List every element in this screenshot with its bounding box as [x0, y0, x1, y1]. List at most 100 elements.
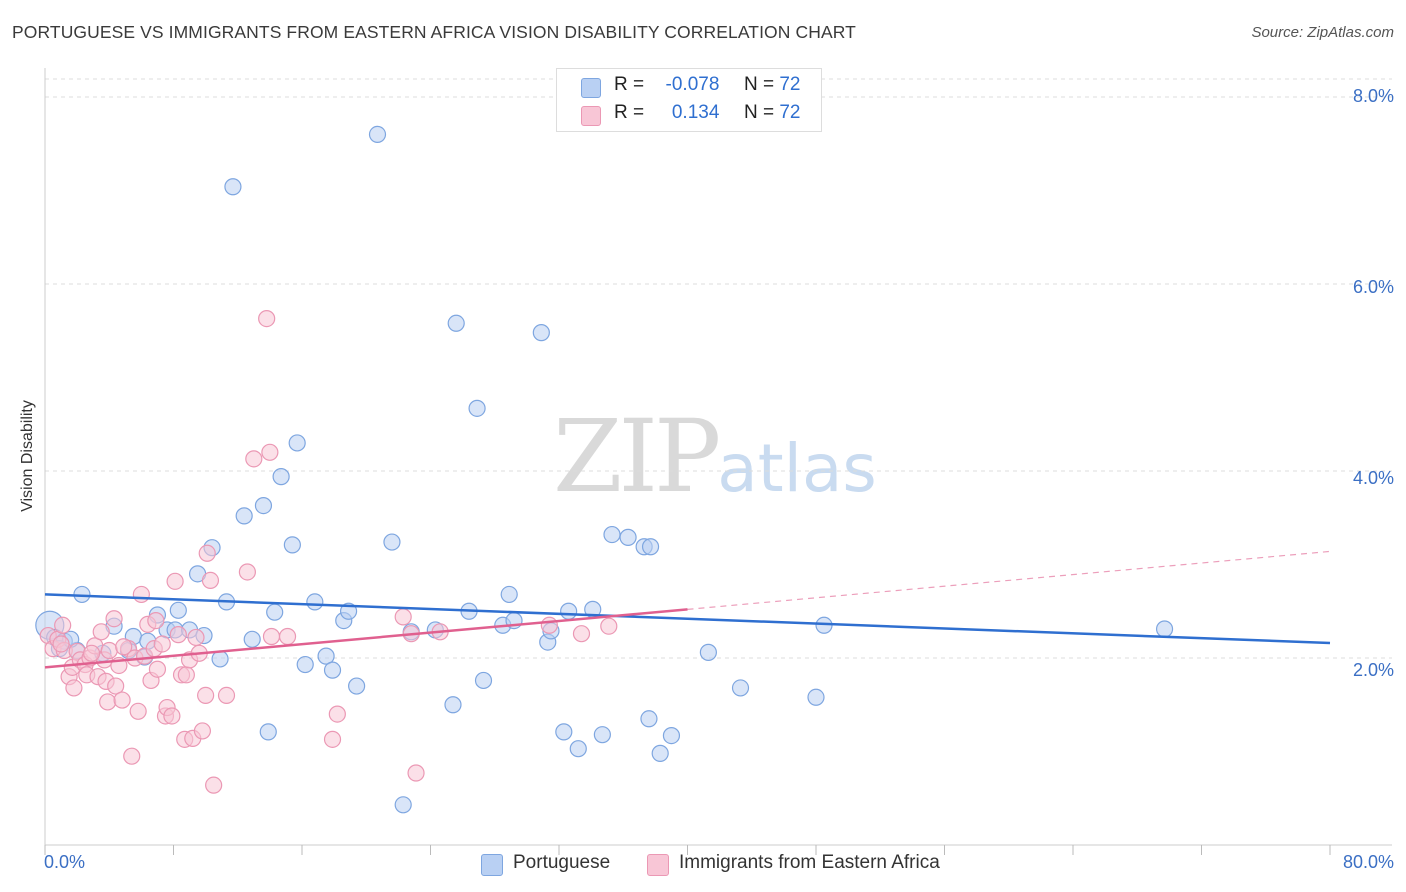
eastern-africa-point — [82, 644, 101, 662]
eastern-africa-point — [328, 705, 346, 723]
eastern-africa-point — [166, 572, 184, 590]
eastern-africa-point — [129, 702, 147, 720]
portuguese-point — [283, 536, 301, 554]
eastern-africa-swatch — [581, 106, 601, 126]
portuguese-point — [254, 496, 273, 515]
y-tick-label: 8.0% — [1352, 86, 1394, 106]
portuguese-point — [731, 679, 750, 697]
portuguese-point — [555, 723, 573, 741]
y-tick-label: 2.0% — [1352, 660, 1394, 680]
portuguese-point — [699, 643, 717, 661]
eastern-africa-point — [153, 635, 171, 653]
legend-label: Portuguese — [513, 852, 611, 873]
portuguese-point — [306, 593, 324, 611]
n-value: 72 — [779, 74, 801, 95]
portuguese-point — [211, 650, 229, 668]
portuguese-point — [394, 796, 412, 814]
eastern-africa-point — [205, 776, 223, 794]
portuguese-point — [593, 726, 611, 744]
portuguese-point — [323, 661, 342, 679]
chart-title: PORTUGUESE VS IMMIGRANTS FROM EASTERN AF… — [12, 22, 856, 42]
portuguese-point — [662, 727, 681, 745]
legend-label: Immigrants from Eastern Africa — [679, 852, 940, 873]
portuguese-point — [560, 602, 578, 620]
portuguese-point — [266, 603, 284, 621]
portuguese-point — [259, 723, 277, 741]
eastern-africa-point — [99, 693, 117, 711]
eastern-africa-point — [258, 309, 276, 328]
r-label: R = — [614, 102, 645, 123]
portuguese-point — [641, 538, 660, 556]
eastern-africa-point — [261, 443, 279, 461]
eastern-africa-point — [52, 635, 70, 653]
portuguese-point — [243, 630, 261, 648]
eastern-africa-point — [54, 616, 72, 634]
stats-box: R = -0.078 N = 72 R = 0.134 N = 72 — [556, 68, 822, 132]
eastern-africa-point — [100, 641, 118, 660]
eastern-africa-point — [394, 608, 412, 626]
eastern-africa-point — [147, 611, 165, 630]
portuguese-point — [169, 601, 187, 619]
eastern-africa-point — [238, 563, 256, 581]
stats-text: R = 0.134 N = 72 — [614, 102, 800, 124]
eastern-africa-point — [323, 730, 342, 748]
y-axis-label: Vision Disability — [19, 400, 36, 512]
portuguese-point — [807, 688, 825, 706]
axes — [44, 68, 1392, 855]
portuguese-point — [651, 744, 669, 762]
r-value: 0.134 — [671, 102, 720, 123]
eastern-africa-point — [197, 686, 215, 705]
y-tick-label: 6.0% — [1352, 277, 1394, 297]
eastern-africa-legend-swatch — [647, 854, 669, 876]
n-label: N = — [743, 102, 775, 123]
y-tick-label: 4.0% — [1352, 468, 1394, 488]
portuguese-point — [1155, 620, 1174, 638]
portuguese-point — [603, 525, 621, 544]
portuguese-point — [444, 696, 462, 714]
eastern-africa-point — [177, 666, 195, 684]
eastern-africa-trend-line — [44, 608, 688, 669]
eastern-africa-point — [198, 544, 216, 562]
portuguese-legend-swatch — [481, 854, 503, 876]
eastern-africa-point — [132, 585, 150, 604]
eastern-africa-point — [278, 627, 297, 646]
watermark-atlas: atlas — [717, 430, 877, 507]
portuguese-point — [296, 655, 314, 674]
portuguese-swatch — [581, 78, 601, 98]
eastern-africa-point — [187, 628, 205, 647]
eastern-africa-point — [201, 571, 220, 589]
eastern-africa-point — [113, 691, 131, 709]
series-portuguese-points — [35, 125, 1174, 814]
eastern-africa-point — [217, 686, 236, 705]
eastern-africa-point — [148, 660, 167, 678]
watermark-zip: ZIP — [553, 398, 721, 515]
eastern-africa-point — [407, 764, 425, 782]
eastern-africa-point — [115, 638, 133, 656]
portuguese-point — [468, 399, 486, 417]
portuguese-point — [447, 314, 465, 332]
n-value: 72 — [779, 102, 801, 123]
eastern-africa-point — [105, 610, 123, 628]
eastern-africa-trend-extension — [687, 550, 1331, 610]
portuguese-point — [348, 677, 366, 695]
x-tick-label-max: 80.0% — [1342, 852, 1394, 872]
trend-lines — [44, 550, 1331, 669]
portuguese-point — [288, 434, 306, 452]
n-label: N = — [743, 74, 775, 95]
portuguese-point — [474, 671, 493, 690]
eastern-africa-point — [193, 722, 212, 740]
portuguese-point — [532, 324, 550, 342]
r-label: R = — [614, 74, 645, 95]
watermark: ZIPatlas — [553, 398, 877, 515]
eastern-africa-point — [540, 616, 558, 634]
eastern-africa-point — [245, 450, 263, 468]
series-eastern-africa-points — [39, 309, 618, 794]
portuguese-point — [224, 178, 242, 196]
eastern-africa-point — [572, 625, 591, 643]
eastern-africa-point — [92, 623, 110, 641]
stats-text: R = -0.078 N = 72 — [614, 74, 800, 96]
portuguese-point — [619, 528, 637, 546]
eastern-africa-point — [600, 617, 618, 635]
eastern-africa-point — [107, 677, 125, 695]
